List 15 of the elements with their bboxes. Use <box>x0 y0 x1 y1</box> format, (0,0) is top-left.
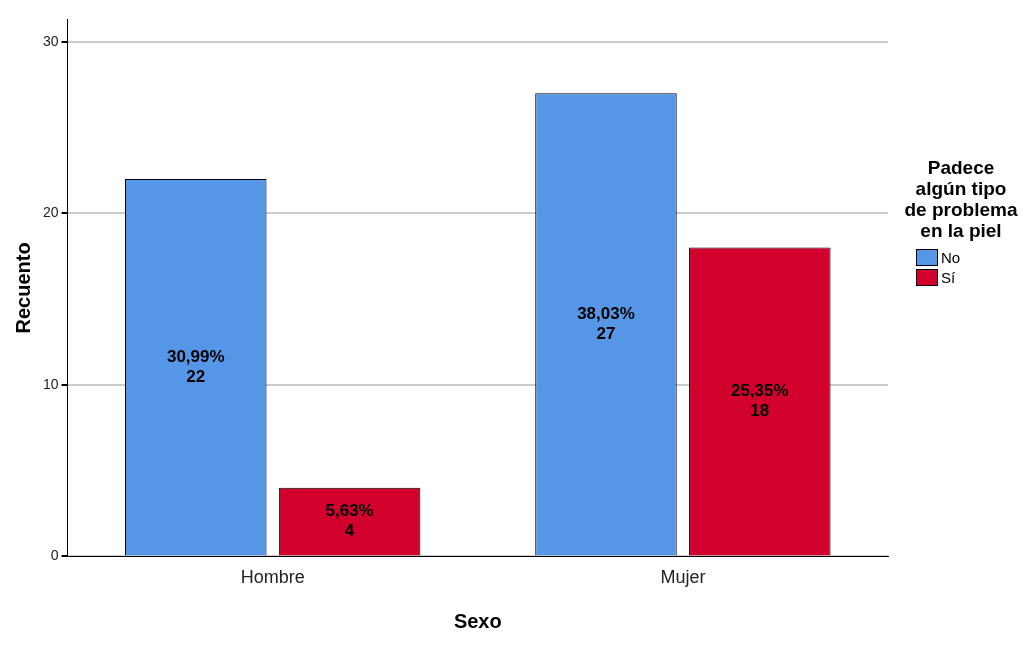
legend-label: Sí <box>941 269 956 286</box>
data-label: 5,63% 4 <box>325 501 374 541</box>
y-tick-label: 10 <box>42 375 59 392</box>
x-tick-label: Hombre <box>240 567 305 588</box>
legend-title: Padece algún tipo de problema en la piel <box>903 157 1019 241</box>
y-axis-title: Recuento <box>11 242 34 334</box>
y-tick-label: 20 <box>42 204 59 221</box>
data-label: 25,35% 18 <box>730 381 789 421</box>
x-axis-title: Sexo <box>453 609 502 632</box>
y-tick-label: 30 <box>42 32 59 49</box>
data-label: 30,99% 22 <box>166 346 225 386</box>
y-tick-label: 0 <box>50 547 59 564</box>
legend-label: No <box>941 249 961 266</box>
x-tick-label: Mujer <box>660 567 706 588</box>
data-label: 38,03% 27 <box>577 303 635 343</box>
